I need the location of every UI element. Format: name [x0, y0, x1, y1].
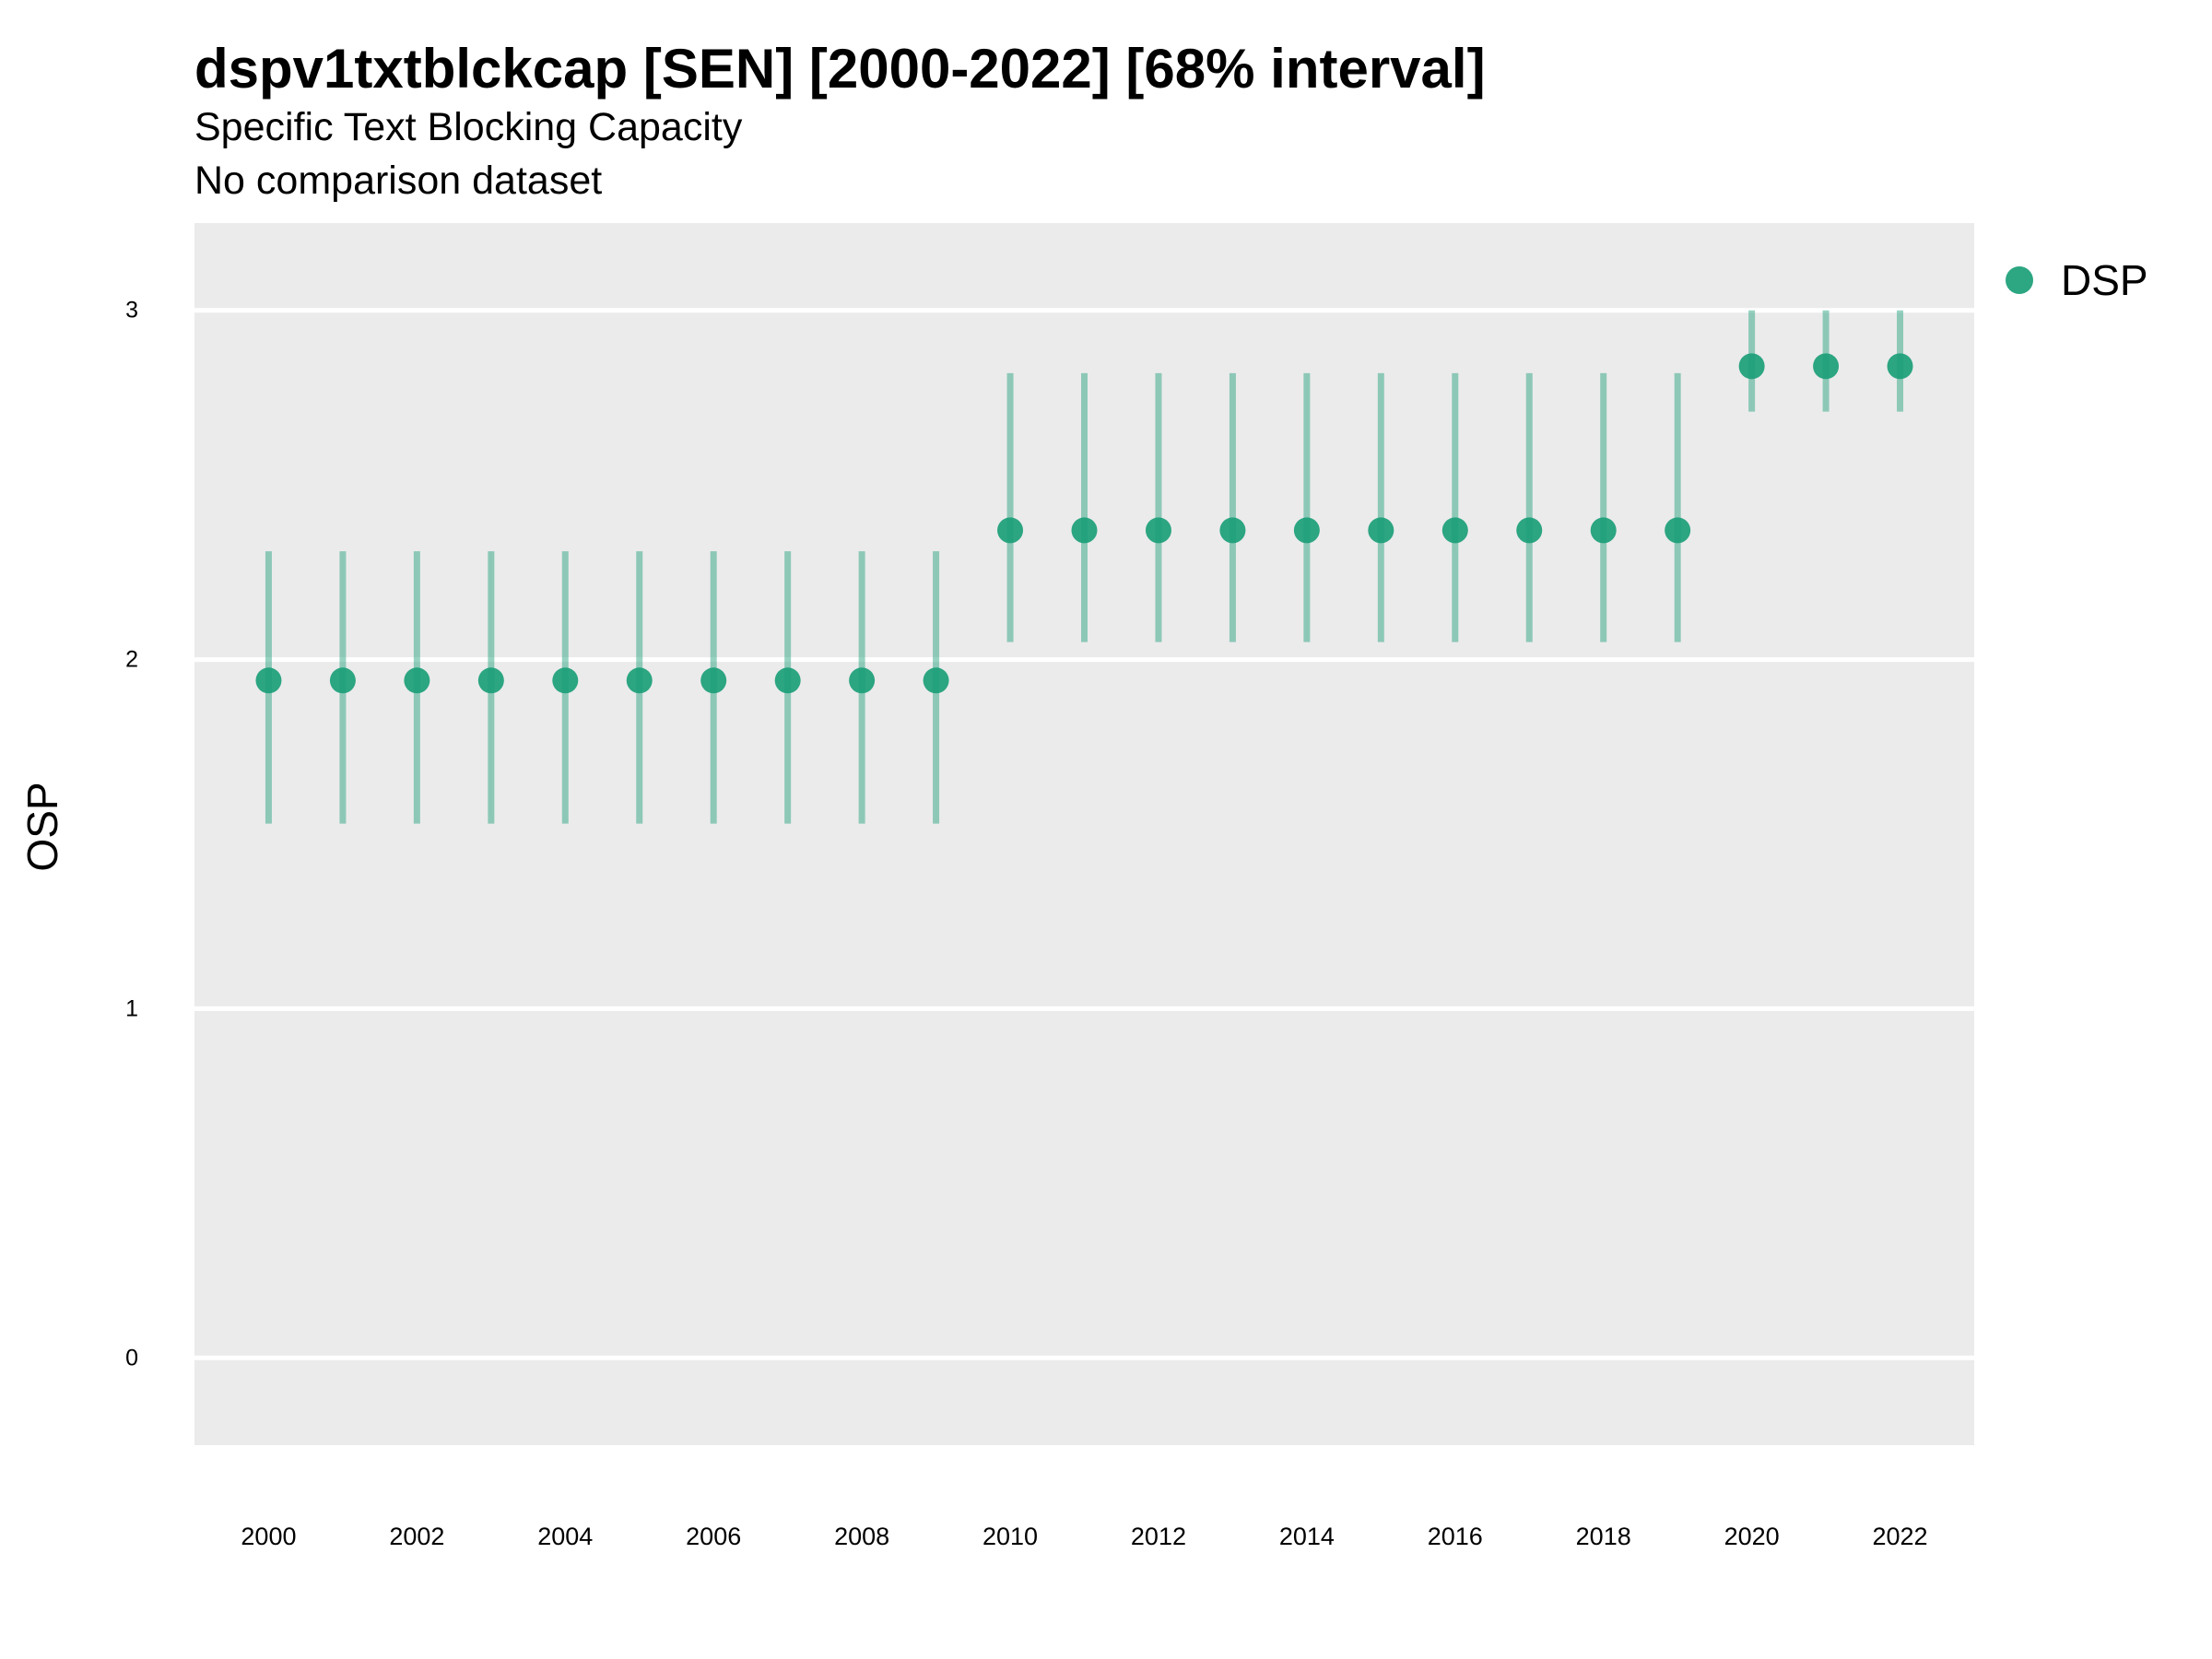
- data-point-2021: [1813, 353, 1840, 380]
- data-point-2004: [552, 667, 579, 694]
- plot-panel: [194, 223, 1974, 1445]
- data-point-2010: [997, 517, 1024, 544]
- data-point-2016: [1441, 517, 1468, 544]
- chart-caption: No comparison dataset: [194, 159, 603, 203]
- x-tick-label-2022: 2022: [1873, 1523, 1928, 1550]
- x-tick-label-2016: 2016: [1428, 1523, 1483, 1550]
- data-point-2009: [923, 667, 949, 694]
- data-point-2014: [1293, 517, 1320, 544]
- x-axis-ticks: 2000 2002 2004 2006 2008 2010 2012 2014 2016 2018…: [241, 1523, 1927, 1550]
- data-point-2002: [404, 667, 430, 694]
- x-tick-label-2010: 2010: [982, 1523, 1038, 1550]
- x-tick-label-2000: 2000: [241, 1523, 296, 1550]
- data-point-2012: [1145, 517, 1171, 544]
- data-point-2001: [329, 667, 356, 694]
- data-point-2008: [849, 667, 876, 694]
- data-point-2022: [1887, 353, 1913, 380]
- y-axis-ticks: 0 1 2 3: [125, 298, 138, 1371]
- data-point-2005: [626, 667, 653, 694]
- data-point-2007: [774, 667, 801, 694]
- y-tick-label-1: 1: [125, 995, 138, 1021]
- x-tick-label-2012: 2012: [1131, 1523, 1186, 1550]
- data-point-2018: [1590, 517, 1617, 544]
- data-point-2020: [1738, 353, 1765, 380]
- x-tick-label-2002: 2002: [389, 1523, 444, 1550]
- legend-label-dsp: DSP: [2061, 256, 2148, 304]
- y-tick-label-0: 0: [125, 1345, 138, 1371]
- x-tick-label-2014: 2014: [1279, 1523, 1335, 1550]
- data-point-2017: [1516, 517, 1543, 544]
- y-tick-label-2: 2: [125, 647, 138, 673]
- x-tick-label-2018: 2018: [1576, 1523, 1631, 1550]
- chart-title: dspv1txtblckcap [SEN] [2000-2022] [68% i…: [194, 38, 1486, 100]
- y-tick-label-3: 3: [125, 298, 138, 324]
- data-point-2000: [255, 667, 282, 694]
- x-tick-label-2008: 2008: [834, 1523, 889, 1550]
- chart-subtitle: Specific Text Blocking Capacity: [194, 105, 743, 149]
- x-tick-label-2006: 2006: [686, 1523, 741, 1550]
- data-point-2003: [477, 667, 504, 694]
- grid-lines: [194, 308, 1974, 1360]
- y-axis-label: OSP: [18, 782, 66, 871]
- data-point-2019: [1665, 517, 1691, 544]
- data-points: [255, 353, 1913, 694]
- data-point-2013: [1219, 517, 1246, 544]
- data-point-2006: [700, 667, 727, 694]
- legend: DSP: [2006, 254, 2148, 306]
- x-tick-label-2020: 2020: [1724, 1523, 1780, 1550]
- legend-key-dsp: [2006, 266, 2033, 294]
- x-tick-label-2004: 2004: [537, 1523, 593, 1550]
- data-point-2011: [1071, 517, 1098, 544]
- data-point-2015: [1368, 517, 1394, 544]
